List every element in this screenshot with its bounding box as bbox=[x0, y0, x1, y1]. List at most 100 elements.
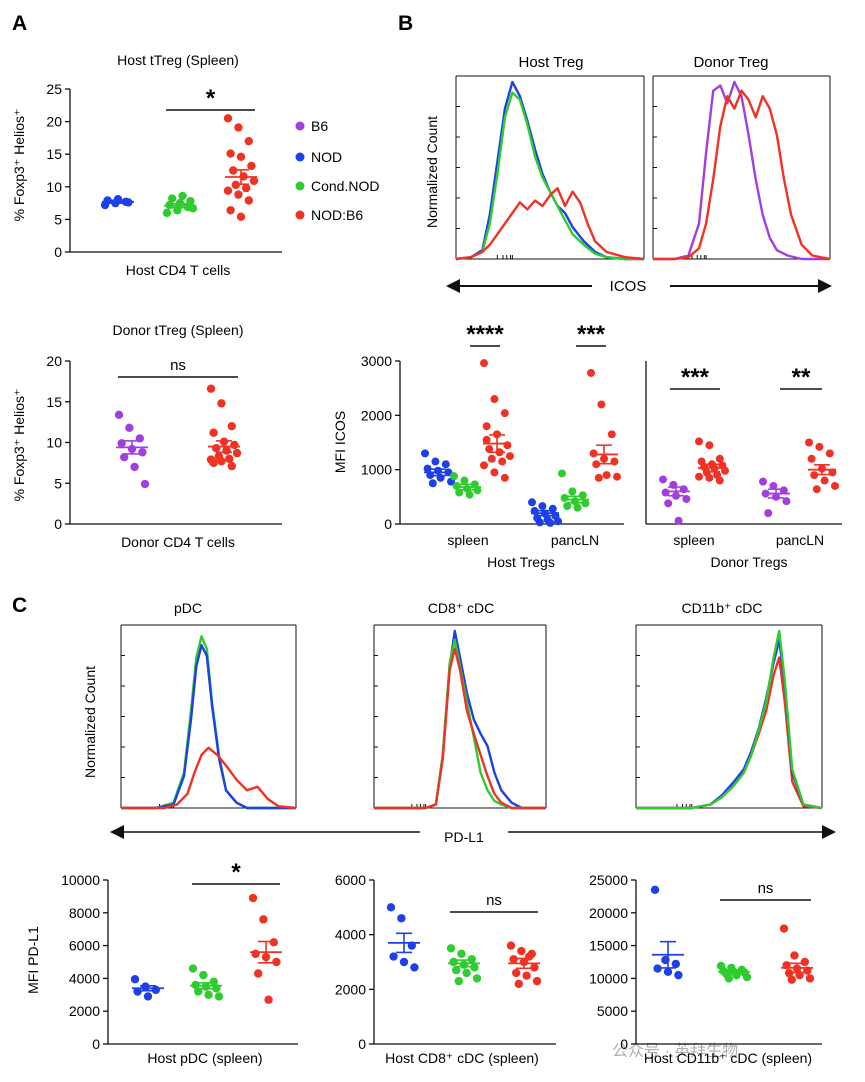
c1-group-2-point-7 bbox=[264, 995, 273, 1004]
b-mfi-s0-group-5-point-5 bbox=[610, 457, 619, 466]
b-mfi-s1-group-2-point-0 bbox=[759, 477, 767, 486]
b-mfi-s0-group-1-point-1 bbox=[460, 476, 469, 485]
a1-group-1-point-0 bbox=[162, 208, 172, 218]
c-hist-title-0: pDC bbox=[174, 600, 202, 616]
a1-group-1-point-7 bbox=[178, 191, 187, 201]
b-mfi-s0-group-2-point-3 bbox=[482, 422, 491, 431]
c1-group-2-point-1 bbox=[259, 915, 268, 924]
a1-group-1-point-5 bbox=[186, 196, 195, 206]
icos-axis-caption: ICOS bbox=[446, 278, 832, 295]
b-mfi-s0-group-5-point-8 bbox=[613, 472, 621, 481]
b-mfi-s0-group-3-point-10 bbox=[546, 518, 555, 527]
chart-c2: 0 2000 4000 6000 Host CD8⁺ cDC (spleen) ns bbox=[335, 872, 556, 1066]
c3-group-2-point-9 bbox=[787, 975, 796, 984]
a2-group-1-point-12 bbox=[217, 457, 226, 466]
a2-group-0-point-0 bbox=[114, 410, 124, 419]
c2-group-1-point-7 bbox=[462, 968, 471, 978]
watermark: 公众号 · 英拜生物 bbox=[612, 1042, 738, 1060]
c-hist-title-2: CD11b⁺ cDC bbox=[681, 600, 762, 616]
a1-ylabel: % Foxp3⁺ Helios⁺ bbox=[11, 109, 27, 222]
c2-group-2-point-0 bbox=[506, 941, 516, 950]
c3-sig-0-label: ns bbox=[758, 880, 774, 897]
c-hist-1-curve-2 bbox=[374, 647, 546, 810]
c2-group-2-point-3 bbox=[509, 955, 518, 964]
a2-group-1-point-2 bbox=[227, 422, 236, 431]
c2-group-1-point-8 bbox=[472, 974, 482, 983]
legend-label-nod: NOD bbox=[311, 149, 342, 165]
b-mfi-s1-group-1-point-13 bbox=[715, 476, 724, 485]
c1-ytick-label-1: 2000 bbox=[69, 1003, 100, 1019]
icos-caption-text: ICOS bbox=[610, 278, 647, 295]
c2-group-2-point-10 bbox=[525, 952, 534, 961]
a1-ytick-label-4: 20 bbox=[46, 114, 62, 130]
c1-ytick-label-5: 10000 bbox=[61, 872, 100, 888]
c1-group-1-point-0 bbox=[188, 964, 198, 973]
b-hist-donor-curve-0 bbox=[653, 80, 830, 261]
c2-group-1-point-6 bbox=[452, 966, 461, 975]
c2-group-1-point-0 bbox=[446, 944, 456, 953]
b-mfi-s0-group-1-point-0 bbox=[450, 472, 458, 481]
c1-ytick-label-4: 8000 bbox=[69, 905, 100, 921]
c3-ytick-label-5: 25000 bbox=[589, 872, 628, 888]
c-hist-2-curve-0 bbox=[636, 656, 823, 810]
a2-group-1-point-3 bbox=[209, 428, 218, 437]
b-mfi-s1-group-1-point-2 bbox=[715, 454, 724, 463]
b-mfi-s1-group-0-point-3 bbox=[661, 488, 670, 497]
c1-group-2-point-3 bbox=[251, 949, 260, 958]
c2-group-0-point-1 bbox=[397, 914, 406, 923]
c3-group-2-point-1 bbox=[790, 951, 799, 960]
c3-group-2-point-8 bbox=[805, 974, 815, 983]
b-mfi-s0-group-2-point-10 bbox=[498, 457, 507, 466]
a1-ytick-label-5: 25 bbox=[46, 81, 62, 97]
b-hist-donor-title: Donor Treg bbox=[693, 54, 768, 71]
b-mfi-s1-sig-0-label: *** bbox=[681, 364, 710, 391]
a2-sig-0-label: ns bbox=[170, 357, 186, 374]
b-mfi-s0-group-3-point-8 bbox=[554, 517, 562, 526]
b-mfi-s1-group-0-point-0 bbox=[659, 475, 667, 484]
b-mfi-s0-group-4-point-0 bbox=[558, 469, 566, 478]
b-mfi-s0-group-2-point-12 bbox=[490, 468, 499, 477]
c-hist-2-curve-2 bbox=[636, 629, 823, 810]
a2-xlabel: Donor CD4 T cells bbox=[121, 534, 235, 550]
b-mfi-s1-sig-1-label: ** bbox=[792, 364, 811, 391]
pdl1-axis-caption: PD-L1 bbox=[110, 825, 836, 845]
a2-group-0-point-7 bbox=[130, 462, 139, 472]
b-mfi-s0-group-0-point-1 bbox=[431, 457, 440, 466]
panel-label-a: A bbox=[12, 12, 27, 35]
c-hist-title-1: CD8⁺ cDC bbox=[428, 600, 495, 616]
b-mfi-s0-cat-1: pancLN bbox=[551, 532, 599, 548]
c2-ytick-label-1: 2000 bbox=[335, 981, 366, 997]
a1-group-2-point-4 bbox=[236, 152, 246, 162]
a1-group-2-point-10 bbox=[242, 183, 251, 193]
b-mfi-s1-cat-0: spleen bbox=[673, 532, 714, 548]
b-mfi-s0-group-2-point-6 bbox=[485, 445, 494, 454]
b-mfi-s0-group-1-point-3 bbox=[452, 481, 461, 490]
c3-ytick-label-1: 5000 bbox=[597, 1003, 628, 1019]
b-mfi-s0-group-0-point-3 bbox=[423, 464, 432, 473]
c3-group-0-point-4 bbox=[663, 967, 673, 977]
a2-group-1-point-6 bbox=[212, 444, 221, 453]
b-mfi-s0-group-4-point-1 bbox=[568, 487, 577, 496]
b-mfi-s0-group-5-point-9 bbox=[594, 473, 603, 482]
chart-a1: Host tTreg (Spleen) % Foxp3⁺ Helios⁺ 0 5 10 1… bbox=[11, 52, 282, 278]
c1-ytick-label-0: 0 bbox=[92, 1036, 100, 1052]
c1-group-1-point-8 bbox=[214, 992, 224, 1001]
c2-group-1-point-3 bbox=[449, 957, 458, 967]
b-mfi-s0-group-4-point-3 bbox=[560, 493, 569, 502]
a2-ytick-label-3: 15 bbox=[46, 394, 62, 410]
c2-group-2-point-7 bbox=[522, 971, 531, 980]
b-hist-host-curve-2 bbox=[455, 186, 645, 261]
a1-group-2-point-0 bbox=[223, 114, 233, 123]
c-hist-1-curve-0 bbox=[374, 629, 546, 810]
b-mfi-s0-label: Host Tregs bbox=[487, 554, 555, 570]
c3-ytick-label-4: 20000 bbox=[589, 905, 628, 921]
b-mfi-s0-group-5-point-1 bbox=[597, 400, 606, 409]
c1-ylabel: MFI PD-L1 bbox=[25, 926, 41, 994]
c3-group-2-point-2 bbox=[800, 957, 809, 967]
c2-sig-0-label: ns bbox=[486, 892, 502, 909]
chart-b-histograms: Normalized Count Host Treg Donor Treg bbox=[424, 54, 831, 261]
b-mfi-s0-group-5-point-3 bbox=[589, 449, 598, 458]
b-mfi-s1-group-2-point-5 bbox=[782, 497, 791, 506]
b-hist-host-curve-1 bbox=[455, 91, 644, 261]
c2-group-2-point-6 bbox=[512, 968, 521, 978]
